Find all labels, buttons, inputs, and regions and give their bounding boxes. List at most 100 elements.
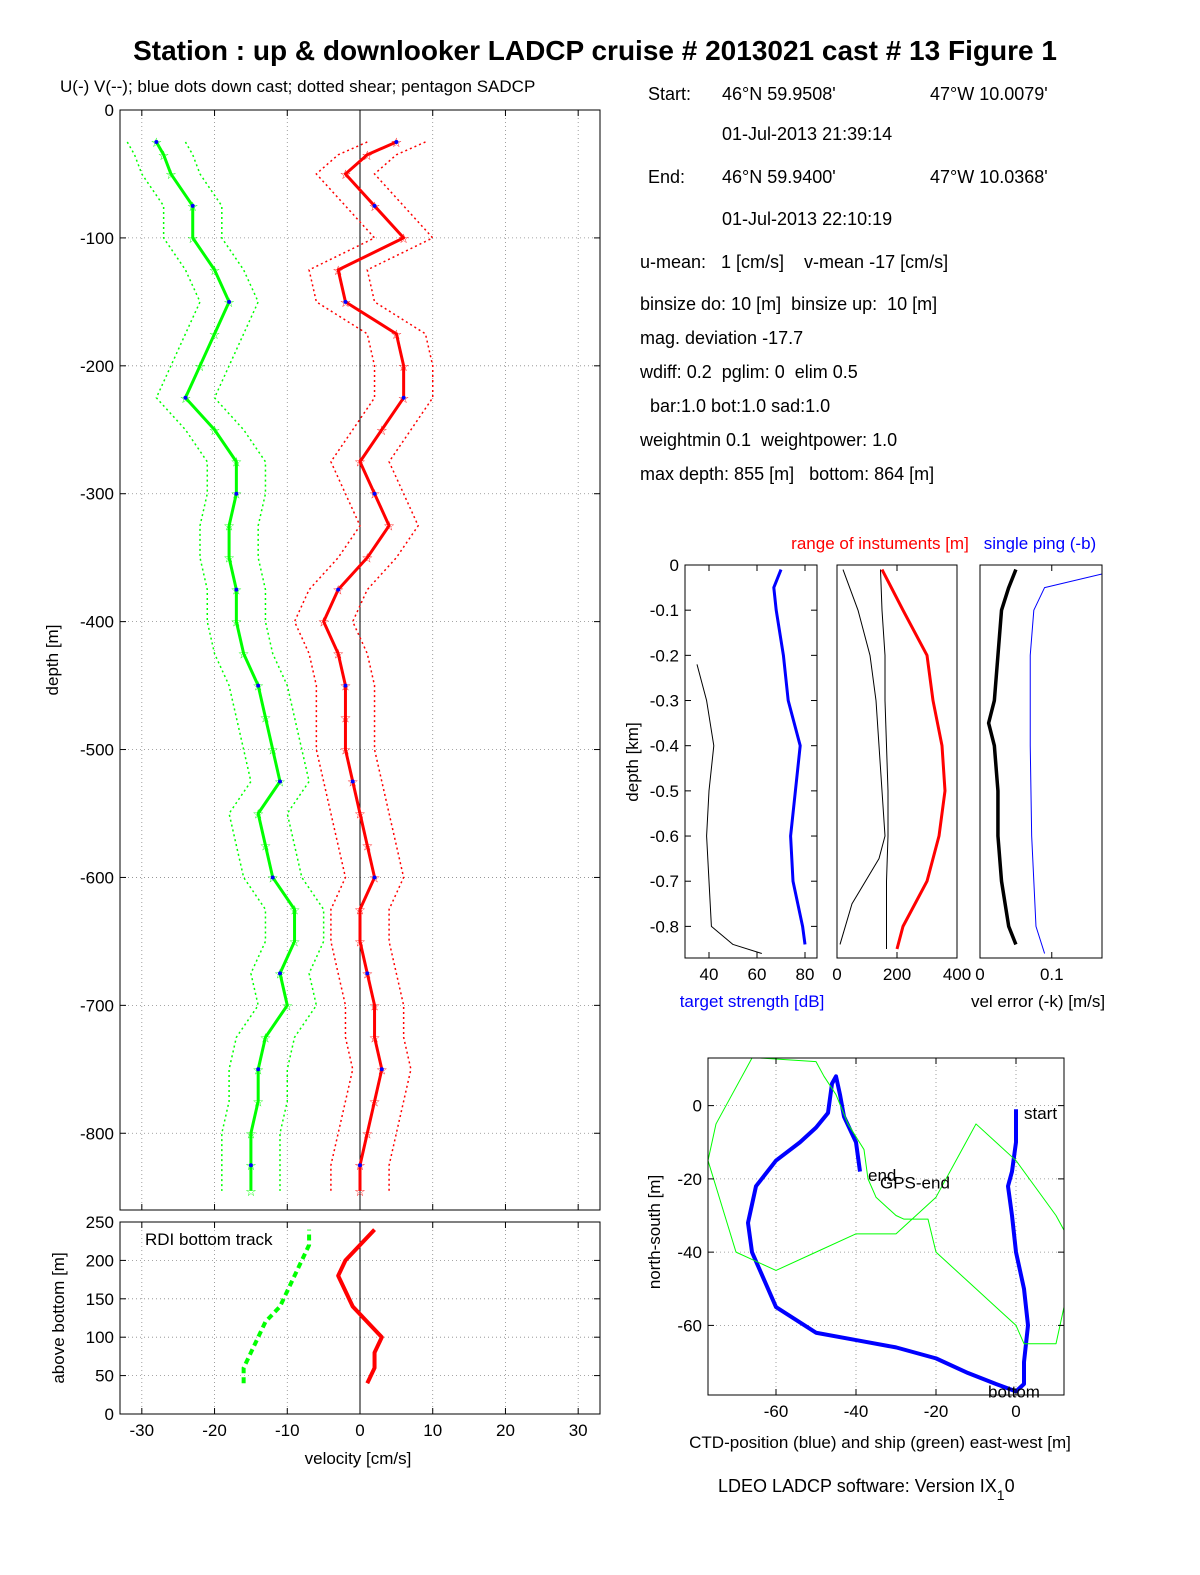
series-line-0 bbox=[839, 569, 886, 945]
y-tick-label: 0 bbox=[693, 1097, 702, 1116]
data-point-marker: ☆ bbox=[354, 807, 366, 822]
data-point-marker: ☆ bbox=[369, 999, 381, 1014]
data-point-marker: ☆ bbox=[165, 168, 177, 183]
data-point-marker: ☆ bbox=[369, 1095, 381, 1110]
data-point-marker: ☆ bbox=[361, 552, 373, 567]
downcast-dot bbox=[154, 139, 159, 144]
track-label: end bbox=[868, 1166, 896, 1185]
y-tick-label: -60 bbox=[677, 1316, 702, 1335]
y-tick-label: -0.4 bbox=[650, 737, 679, 756]
start-time: 01-Jul-2013 21:39:14 bbox=[722, 124, 892, 144]
x-tick-label: 40 bbox=[700, 965, 719, 984]
maxdepth-text: max depth: 855 [m] bottom: 864 [m] bbox=[640, 464, 934, 484]
data-point-marker: ☆ bbox=[361, 149, 373, 164]
footer-main: LDEO LADCP software: Version IX bbox=[718, 1476, 997, 1496]
start-label: Start: bbox=[648, 84, 691, 104]
data-point-marker: ☆ bbox=[245, 1185, 257, 1200]
series-group: ☆ ☆ ☆ ☆ ☆ ☆ ☆ ☆ ☆ ☆ ☆ ☆ ☆ ☆ ☆ ☆ ☆ ☆ ☆ ☆ ☆ ☆ ☆ ☆ ☆ ☆ ☆ ☆ ☆ ☆ ☆ ☆ ☆ ☆ ☆ ☆ ☆ ☆ ☆ ☆… bbox=[126, 110, 434, 1210]
data-point-marker: ☆ bbox=[231, 616, 243, 631]
y-tick-label: -0.5 bbox=[650, 782, 679, 801]
ts-ylabel: depth [km] bbox=[623, 722, 642, 801]
downcast-dot bbox=[256, 683, 261, 688]
data-point-marker: ☆ bbox=[267, 744, 279, 759]
data-point-marker: ☆ bbox=[252, 1095, 264, 1110]
y-tick-label: -0.1 bbox=[650, 601, 679, 620]
y-tick-label: 0 bbox=[105, 1405, 114, 1424]
end-lon: 47°W 10.0368' bbox=[930, 167, 1048, 187]
downcast-dot bbox=[227, 299, 232, 304]
data-point-marker: ☆ bbox=[340, 168, 352, 183]
data-point-marker: ☆ bbox=[332, 264, 344, 279]
x-tick-label: -40 bbox=[844, 1402, 869, 1421]
y-tick-label: -200 bbox=[80, 357, 114, 376]
downcast-dot bbox=[256, 1067, 261, 1072]
velocity-profile-panel: ☆ ☆ ☆ ☆ ☆ ☆ ☆ ☆ ☆ ☆ ☆ ☆ ☆ ☆ ☆ ☆ ☆ ☆ ☆ ☆ ☆ ☆ ☆ ☆ ☆ ☆ ☆ ☆ ☆ ☆ ☆ ☆ ☆ ☆ ☆ ☆ ☆ ☆ ☆ ☆… bbox=[80, 101, 601, 1211]
series-line-1 bbox=[880, 569, 889, 949]
downcast-dot bbox=[358, 1163, 362, 1168]
y-tick-label: -40 bbox=[677, 1243, 702, 1262]
downcast-dot bbox=[379, 1067, 384, 1072]
data-point-marker: ☆ bbox=[398, 360, 410, 375]
series-line-0 bbox=[986, 568, 1018, 946]
data-point-marker: ☆ bbox=[369, 1031, 381, 1046]
data-point-marker: ☆ bbox=[354, 903, 366, 918]
data-point-marker: ☆ bbox=[383, 520, 395, 535]
y-tick-label: 0 bbox=[105, 101, 114, 120]
series-line-2 bbox=[880, 568, 947, 950]
downcast-dot bbox=[401, 395, 406, 400]
bot-ylabel: above bottom [m] bbox=[49, 1252, 68, 1383]
downcast-dot bbox=[278, 971, 282, 976]
cast-info: Start: 46°N 59.9508' 47°W 10.0079' 01-Ju… bbox=[639, 84, 1048, 484]
series-line-U bbox=[155, 141, 297, 1191]
bot-xlabel: velocity [cm/s] bbox=[305, 1449, 412, 1468]
downcast-dot bbox=[372, 491, 377, 496]
downcast-dot bbox=[190, 203, 195, 208]
x-tick-label: 0.1 bbox=[1040, 965, 1064, 984]
plot-area bbox=[980, 565, 1102, 958]
data-point-marker: ☆ bbox=[354, 1185, 366, 1200]
data-point-marker: ☆ bbox=[281, 999, 293, 1014]
data-point-marker: ☆ bbox=[376, 424, 388, 439]
series-line-CTD bbox=[746, 1074, 1030, 1394]
binsize-text: binsize do: 10 [m] binsize up: 10 [m] bbox=[640, 294, 937, 314]
y-tick-label: -700 bbox=[80, 996, 114, 1015]
series-group bbox=[241, 1222, 384, 1414]
data-point-marker: ☆ bbox=[354, 935, 366, 950]
downcast-dot bbox=[365, 971, 370, 976]
y-tick-label: -0.3 bbox=[650, 692, 679, 711]
y-tick-label: -0.2 bbox=[650, 646, 679, 665]
data-point-marker: ☆ bbox=[223, 520, 235, 535]
x-tick-label: 0 bbox=[355, 1421, 364, 1440]
track-label: GPS-end bbox=[880, 1174, 950, 1193]
data-point-marker: ☆ bbox=[158, 149, 170, 164]
wdiff-text: wdiff: 0.2 pglim: 0 elim 0.5 bbox=[639, 362, 858, 382]
data-point-marker: ☆ bbox=[245, 1127, 257, 1142]
downcast-dot bbox=[234, 491, 239, 496]
series-group bbox=[708, 1058, 1064, 1394]
x-tick-label: -60 bbox=[764, 1402, 789, 1421]
plot-area bbox=[837, 565, 957, 958]
y-tick-label: 50 bbox=[95, 1367, 114, 1386]
y-tick-label: -300 bbox=[80, 485, 114, 504]
y-tick-label: -20 bbox=[677, 1170, 702, 1189]
y-tick-label: 0 bbox=[670, 556, 679, 575]
y-tick-label: 100 bbox=[86, 1328, 114, 1347]
plot-frame bbox=[707, 1057, 1065, 1396]
data-point-marker: ☆ bbox=[260, 1031, 272, 1046]
data-point-marker: ☆ bbox=[260, 712, 272, 727]
start-lon: 47°W 10.0079' bbox=[930, 84, 1048, 104]
vel-ylabel: depth [m] bbox=[43, 625, 62, 696]
footer-tail: 0 bbox=[1005, 1476, 1015, 1496]
series-line-V bbox=[336, 1228, 384, 1385]
data-point-marker: ☆ bbox=[289, 935, 301, 950]
end-time: 01-Jul-2013 22:10:19 bbox=[722, 209, 892, 229]
plot-frame bbox=[979, 564, 1103, 959]
data-point-marker: ☆ bbox=[187, 232, 199, 247]
data-point-marker: ☆ bbox=[252, 807, 264, 822]
series-line-1 bbox=[1029, 573, 1102, 954]
y-tick-label: -0.7 bbox=[650, 872, 679, 891]
data-point-marker: ☆ bbox=[391, 328, 403, 343]
err-xlabel: vel error (-k) [m/s] bbox=[971, 992, 1105, 1011]
downcast-dot bbox=[336, 587, 341, 592]
